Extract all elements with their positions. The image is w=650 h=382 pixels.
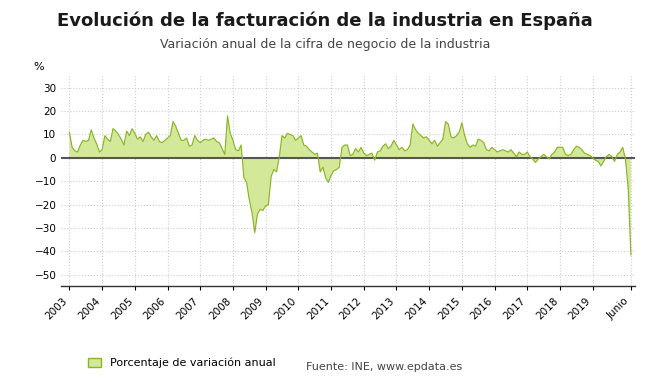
Text: Fuente: INE, www.epdata.es: Fuente: INE, www.epdata.es <box>306 363 462 372</box>
Text: Evolución de la facturación de la industria en España: Evolución de la facturación de la indust… <box>57 11 593 30</box>
Legend: Porcentaje de variación anual: Porcentaje de variación anual <box>84 353 280 372</box>
Text: Variación anual de la cifra de negocio de la industria: Variación anual de la cifra de negocio d… <box>160 38 490 51</box>
Y-axis label: %: % <box>33 62 44 72</box>
